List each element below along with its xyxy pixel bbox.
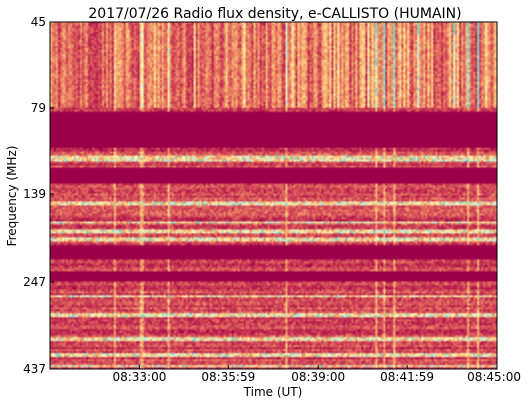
x-tick-label: 08:45:00 xyxy=(467,370,521,384)
x-tick-label: 08:35:59 xyxy=(201,370,255,384)
y-tick-label: 45 xyxy=(31,15,46,29)
x-axis: 08:33:00 08:35:59 08:39:00 08:41:59 08:45:00 xyxy=(112,365,521,384)
chart-title: 2017/07/26 Radio flux density, e-CALLIST… xyxy=(88,6,461,22)
y-axis: 45 79 139 247 437 xyxy=(23,15,54,376)
x-tick-label: 08:33:00 xyxy=(112,370,166,384)
y-tick-label: 139 xyxy=(23,187,46,201)
y-tick-label: 437 xyxy=(23,362,46,376)
plot-frame xyxy=(49,21,498,370)
y-axis-label: Frequency (MHz) xyxy=(5,146,19,247)
x-tick-label: 08:39:00 xyxy=(291,370,345,384)
spectrogram-image xyxy=(50,22,497,369)
x-axis-label: Time (UT) xyxy=(243,385,303,399)
x-tick-label: 08:41:59 xyxy=(380,370,434,384)
y-tick-label: 79 xyxy=(31,101,46,115)
y-tick-label: 247 xyxy=(23,275,46,289)
spectrogram-heatmap xyxy=(50,22,497,369)
